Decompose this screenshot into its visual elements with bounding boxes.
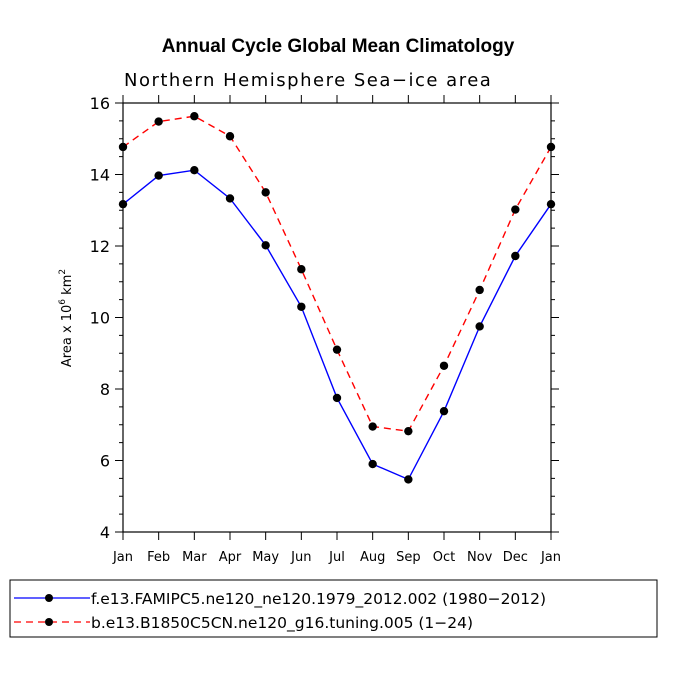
legend-label-2: b.e13.B1850C5CN.ne120_g16.tuning.005 (1−…	[91, 614, 473, 633]
legend-marker-2	[45, 618, 53, 626]
x-tick-label: Aug	[360, 550, 385, 565]
legend: f.e13.FAMIPC5.ne120_ne120.1979_2012.002 …	[9, 579, 658, 638]
chart-subtitle: Northern Hemisphere Sea−ice area	[124, 70, 492, 91]
series-1-point	[511, 251, 520, 261]
y-axis-label: Area x 106 km2	[58, 269, 75, 367]
series-2-point	[261, 188, 270, 197]
series-2-point	[154, 117, 163, 126]
x-tick-label: Jan	[540, 550, 561, 565]
series-line-2	[122, 115, 552, 432]
series-1-point	[154, 171, 163, 180]
plot-lines	[118, 112, 556, 484]
series-1-point	[368, 459, 377, 469]
series-1-point	[297, 302, 306, 311]
legend-box	[9, 579, 658, 638]
x-tick-label: Jun	[290, 550, 311, 565]
series-2-point	[368, 422, 377, 431]
series-1-point	[404, 475, 413, 484]
series-2-point	[404, 426, 413, 436]
series-2-point	[190, 112, 199, 121]
series-2-point	[475, 285, 484, 295]
axes: 4 6 8 10 12 14 16 Jan Feb Mar Apr May Jun Jul Aug Sep Oc…	[90, 94, 561, 565]
y-tick-label: 6	[100, 452, 110, 471]
x-tick-label: Apr	[219, 550, 242, 565]
series-2-point	[546, 142, 556, 152]
x-tick-label: Oct	[433, 550, 455, 565]
series-1-point	[439, 406, 449, 416]
series-2-point	[439, 361, 449, 370]
legend-label-1: f.e13.FAMIPC5.ne120_ne120.1979_2012.002 …	[91, 590, 546, 609]
x-tick-label: Feb	[147, 550, 170, 565]
y-tick-label: 14	[90, 166, 110, 185]
y-tick-label: 10	[90, 309, 110, 328]
x-tick-label: Jan	[112, 550, 133, 565]
y-axis-label-unit: km	[60, 275, 75, 295]
series-2-point	[297, 265, 306, 274]
series-line-1	[122, 169, 552, 481]
x-tick-label: May	[252, 550, 279, 565]
y-tick-label: 12	[90, 237, 110, 256]
series-1-point	[190, 166, 199, 175]
series-1-point	[332, 393, 342, 403]
legend-marker-1	[45, 594, 53, 602]
y-axis-label-unit-exponent: 2	[58, 269, 68, 275]
series-1-point	[546, 199, 556, 209]
series-2-point	[511, 205, 520, 214]
series-1-point	[225, 194, 235, 203]
series-1-point	[118, 199, 128, 209]
plot-frame	[122, 102, 552, 533]
y-tick-label: 16	[90, 94, 110, 113]
series-2-point	[225, 132, 235, 141]
y-axis-label-text: Area x 10	[60, 305, 75, 367]
x-tick-label: Sep	[396, 550, 421, 565]
y-axis-label-exponent: 6	[58, 299, 68, 305]
chart-title: Annual Cycle Global Mean Climatology	[162, 36, 515, 57]
y-tick-label: 8	[100, 380, 110, 399]
series-2-point	[118, 142, 128, 152]
x-tick-label: Nov	[467, 550, 493, 565]
x-tick-label: Dec	[503, 550, 528, 565]
x-tick-label: Mar	[182, 550, 207, 565]
y-tick-label: 4	[100, 523, 110, 542]
series-1-point	[261, 241, 270, 250]
series-1-point	[475, 322, 484, 331]
x-tick-label: Jul	[328, 550, 345, 565]
series-2-point	[332, 345, 342, 354]
